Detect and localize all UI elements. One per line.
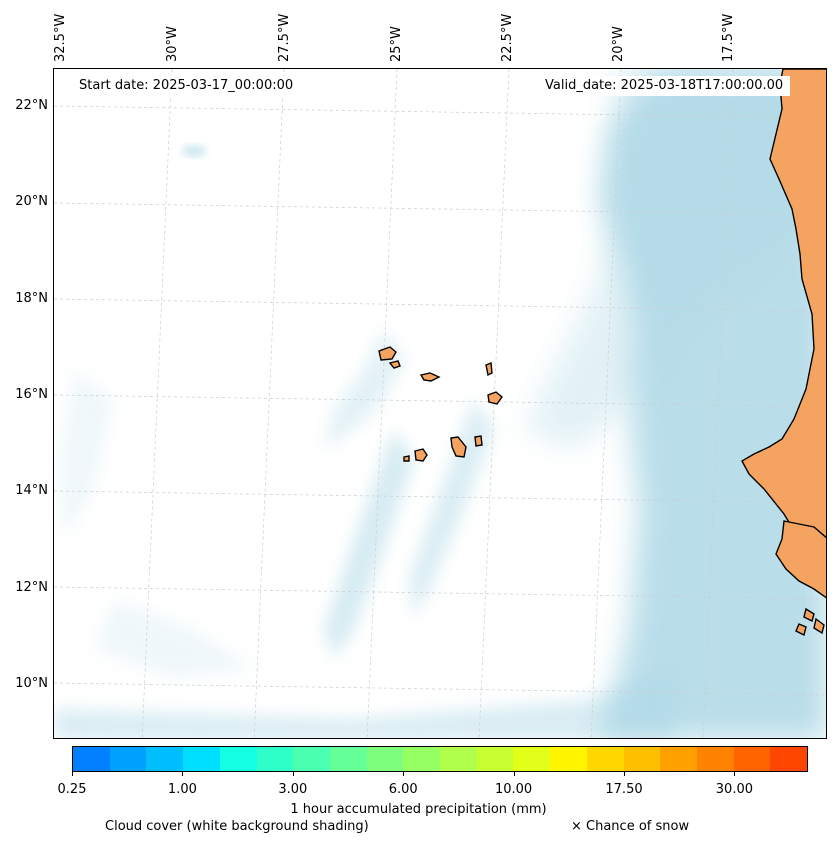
colorbar-cell	[660, 747, 697, 771]
colorbar-tick-mark	[403, 772, 404, 776]
latitude-label: 22°N	[0, 98, 48, 113]
colorbar-cell	[550, 747, 587, 771]
colorbar-cell	[220, 747, 257, 771]
longitude-label: 25°W	[389, 26, 404, 62]
longitude-label: 30°W	[165, 26, 180, 62]
longitude-label: 27.5°W	[277, 14, 292, 62]
colorbar-cell	[440, 747, 477, 771]
latitude-label: 18°N	[0, 291, 48, 306]
island-fogo	[415, 449, 427, 461]
snow-legend: × Chance of snow	[571, 819, 689, 834]
colorbar-cell	[770, 747, 807, 771]
latitude-label: 16°N	[0, 387, 48, 402]
colorbar-tick-label: 3.00	[278, 782, 307, 797]
cloud-island-plume-2	[409, 399, 494, 619]
colorbar-cell	[624, 747, 661, 771]
latitude-label: 10°N	[0, 676, 48, 691]
colorbar-cell	[697, 747, 734, 771]
meridian-line	[254, 69, 284, 739]
island-sal	[486, 363, 492, 375]
colorbar-tick-label: 1.00	[168, 782, 197, 797]
island-maio	[475, 436, 482, 446]
valid-date-label: Valid_date: 2025-03-18T17:00:00.00	[538, 76, 790, 96]
precipitation-colorbar	[72, 746, 808, 772]
cloud-southern-band	[54, 669, 674, 739]
colorbar-cell	[146, 747, 183, 771]
colorbar-cell	[403, 747, 440, 771]
colorbar-tick-mark	[624, 772, 625, 776]
cloud-cover-shading	[54, 69, 827, 739]
cloud-island-plume-3	[324, 329, 404, 449]
colorbar-cell	[330, 747, 367, 771]
colorbar-cell	[477, 747, 514, 771]
longitude-label: 20°W	[611, 26, 626, 62]
colorbar-tick-mark	[293, 772, 294, 776]
longitude-label: 17.5°W	[721, 14, 736, 62]
cloud-cover-legend: Cloud cover (white background shading)	[105, 819, 369, 834]
colorbar-cell	[257, 747, 294, 771]
longitude-label: 22.5°W	[500, 14, 515, 62]
colorbar-cell	[734, 747, 771, 771]
meridian-line	[479, 69, 509, 739]
colorbar-label: 1 hour accumulated precipitation (mm)	[0, 802, 837, 817]
colorbar-tick-mark	[72, 772, 73, 776]
map-canvas	[54, 69, 827, 739]
colorbar-cell	[183, 747, 220, 771]
colorbar-cell	[513, 747, 550, 771]
latitude-label: 12°N	[0, 580, 48, 595]
cloud-island-plume-1	[324, 429, 414, 659]
latitude-label: 14°N	[0, 483, 48, 498]
map-frame	[53, 68, 827, 739]
colorbar-cell	[110, 747, 147, 771]
colorbar-tick-mark	[514, 772, 515, 776]
longitude-label: 32.5°W	[53, 14, 68, 62]
latitude-label: 20°N	[0, 194, 48, 209]
cloud-small-patch	[182, 145, 206, 157]
colorbar-tick-label: 6.00	[389, 782, 418, 797]
colorbar-cell	[73, 747, 110, 771]
cloud-faint-streaks	[59, 369, 254, 679]
colorbar-tick-label: 17.50	[605, 782, 642, 797]
island-brava	[404, 456, 409, 461]
colorbar-tick-label: 30.00	[716, 782, 753, 797]
colorbar-cell	[367, 747, 404, 771]
colorbar-tick-label: 10.00	[495, 782, 532, 797]
island-sao-nicolau	[421, 373, 439, 381]
colorbar-tick-mark	[734, 772, 735, 776]
colorbar-cell	[293, 747, 330, 771]
colorbar-cell	[587, 747, 624, 771]
colorbar-tick-mark	[182, 772, 183, 776]
start-date-label: Start date: 2025-03-17_00:00:00	[72, 76, 300, 96]
colorbar-tick-label: 0.25	[58, 782, 87, 797]
